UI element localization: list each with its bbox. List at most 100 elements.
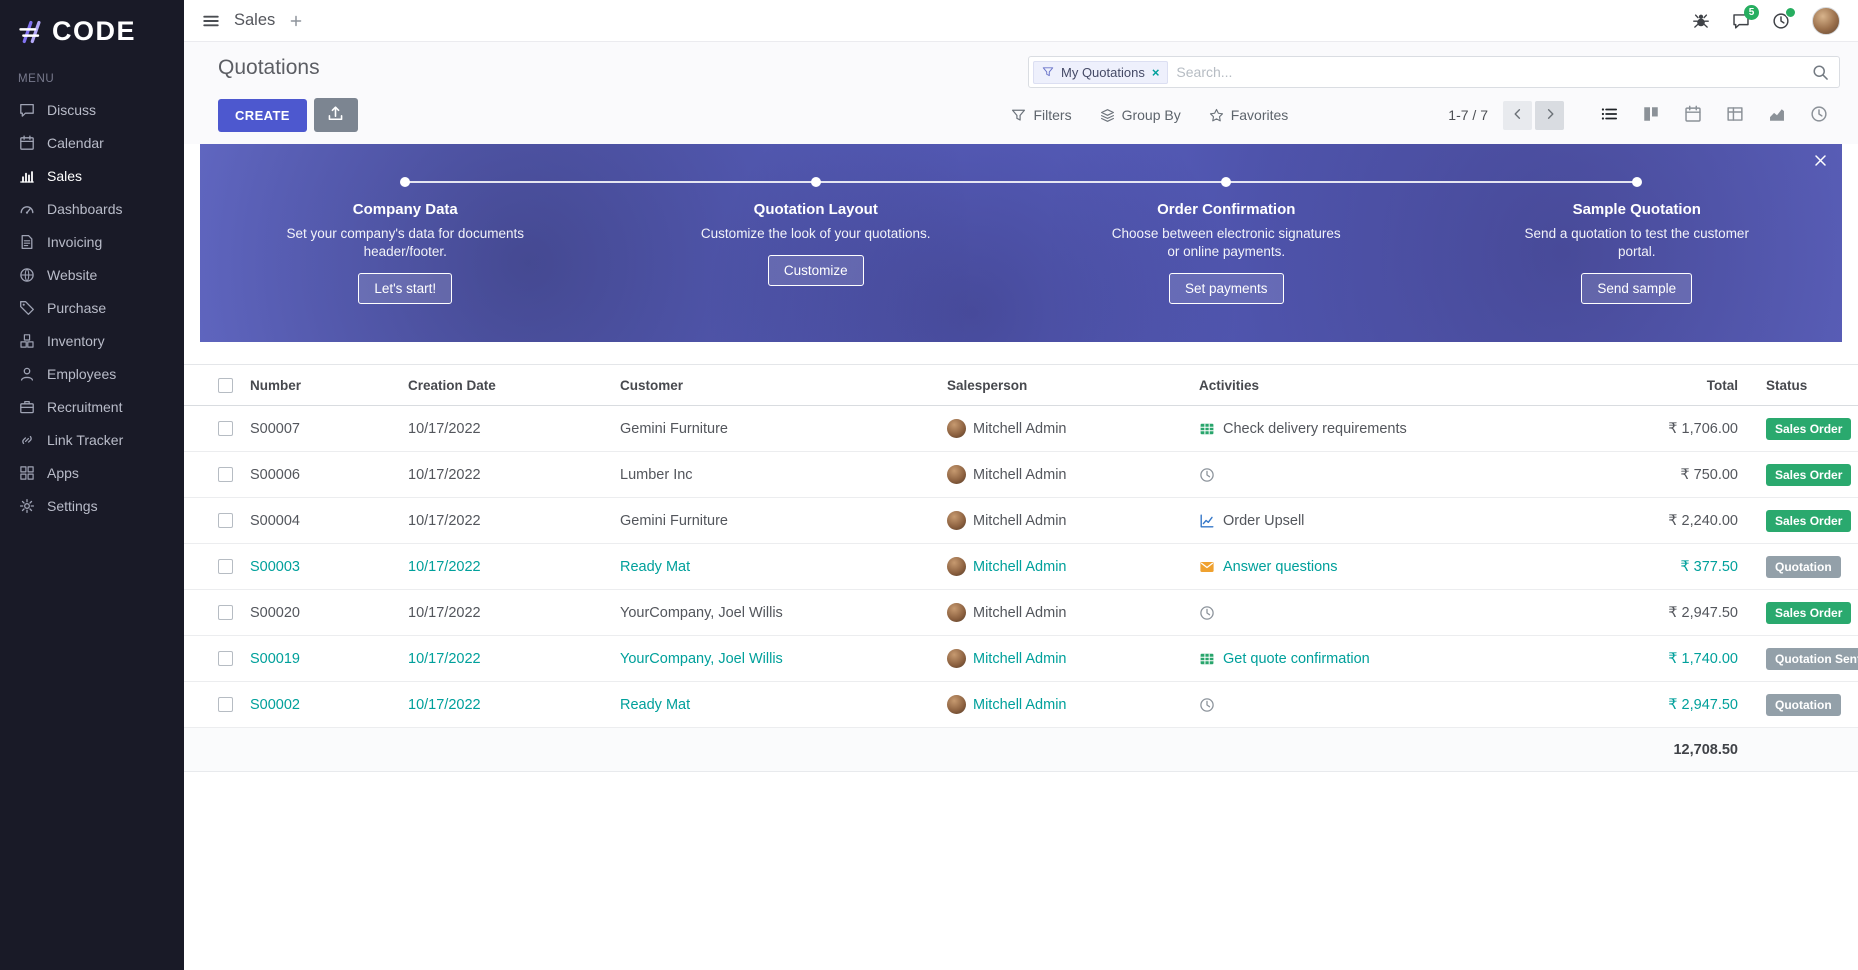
step-dot-icon	[400, 177, 411, 187]
sidebar-item-sales[interactable]: Sales	[0, 159, 184, 192]
table-footer: 12,708.50	[184, 728, 1858, 772]
search-input[interactable]	[1176, 64, 1804, 80]
search-facet[interactable]: My Quotations ×	[1033, 60, 1169, 84]
clock-icon	[1199, 467, 1215, 483]
activities-button[interactable]	[1772, 6, 1796, 30]
view-graph-button[interactable]	[1756, 100, 1798, 130]
table-row[interactable]: S00007 10/17/2022 Gemini Furniture Mitchell…	[184, 406, 1858, 452]
view-list-button[interactable]	[1588, 100, 1630, 130]
header-activities[interactable]: Activities	[1199, 377, 1260, 393]
step-action-button[interactable]: Customize	[767, 254, 864, 286]
row-activity[interactable]	[1199, 467, 1626, 483]
row-checkbox[interactable]	[218, 697, 233, 712]
sidebar-item-link-tracker[interactable]: Link Tracker	[0, 423, 184, 456]
layers-icon	[1100, 108, 1115, 123]
favorites-button[interactable]: Favorites	[1209, 107, 1288, 123]
row-number[interactable]: S00020	[250, 604, 300, 621]
row-checkbox[interactable]	[218, 513, 233, 528]
header-customer[interactable]: Customer	[620, 377, 684, 393]
table-row[interactable]: S00020 10/17/2022 YourCompany, Joel Willis…	[184, 590, 1858, 636]
view-kanban-button[interactable]	[1630, 100, 1672, 130]
row-activity[interactable]	[1199, 605, 1626, 621]
row-activity[interactable]: Get quote confirmation	[1199, 651, 1626, 667]
steps-line	[405, 181, 1637, 183]
sidebar-item-label: Inventory	[47, 332, 105, 349]
salesperson-avatar	[947, 465, 966, 484]
facet-remove-icon[interactable]: ×	[1151, 64, 1160, 80]
step-action-button[interactable]: Set payments	[1168, 272, 1284, 304]
view-activity-button[interactable]	[1798, 100, 1840, 130]
row-number[interactable]: S00002	[250, 696, 300, 713]
sidebar-item-website[interactable]: Website	[0, 258, 184, 291]
view-pivot-button[interactable]	[1714, 100, 1756, 130]
search-bar[interactable]: My Quotations ×	[1028, 56, 1840, 88]
view-calendar-button[interactable]	[1672, 100, 1714, 130]
step-dot-icon	[1221, 177, 1232, 187]
step-action-button[interactable]: Send sample	[1581, 272, 1693, 304]
step-title: Company Data	[352, 201, 458, 218]
row-activity[interactable]: Answer questions	[1199, 559, 1626, 575]
sidebar-item-invoicing[interactable]: Invoicing	[0, 225, 184, 258]
header-status[interactable]: Status	[1766, 377, 1808, 393]
row-salesperson: Mitchell Admin	[947, 511, 1199, 530]
messages-button[interactable]: 5	[1732, 4, 1759, 30]
messages-badge: 5	[1744, 4, 1759, 20]
row-checkbox[interactable]	[218, 605, 233, 620]
table-row[interactable]: S00003 10/17/2022 Ready Mat Mitchell Admin A…	[184, 544, 1858, 590]
menu-toggle-icon[interactable]	[202, 12, 220, 30]
pivot-view-icon	[1726, 105, 1744, 126]
sidebar-item-label: Dashboards	[47, 200, 123, 217]
header-salesperson[interactable]: Salesperson	[947, 377, 1028, 393]
sidebar-item-purchase[interactable]: Purchase	[0, 291, 184, 324]
sidebar-item-employees[interactable]: Employees	[0, 357, 184, 390]
main-area: Sales 5 Quotations	[184, 0, 1858, 970]
row-activity[interactable]: Order Upsell	[1199, 513, 1626, 529]
row-number[interactable]: S00006	[250, 466, 300, 483]
row-salesperson: Mitchell Admin	[947, 465, 1199, 484]
table-row[interactable]: S00002 10/17/2022 Ready Mat Mitchell Admin ₹…	[184, 682, 1858, 728]
header-total[interactable]: Total	[1706, 377, 1738, 393]
search-icon[interactable]	[1812, 64, 1829, 81]
sidebar-item-recruitment[interactable]: Recruitment	[0, 390, 184, 423]
row-checkbox[interactable]	[218, 559, 233, 574]
table-row[interactable]: S00006 10/17/2022 Lumber Inc Mitchell Admin…	[184, 452, 1858, 498]
sidebar-item-discuss[interactable]: Discuss	[0, 93, 184, 126]
table-row[interactable]: S00004 10/17/2022 Gemini Furniture Mitchell…	[184, 498, 1858, 544]
plus-icon[interactable]	[289, 14, 303, 28]
export-button[interactable]	[313, 98, 358, 132]
row-customer: Ready Mat	[620, 558, 691, 575]
app-logo[interactable]: CODE	[0, 0, 184, 59]
row-checkbox[interactable]	[218, 421, 233, 436]
sidebar-item-calendar[interactable]: Calendar	[0, 126, 184, 159]
row-checkbox[interactable]	[218, 651, 233, 666]
step-title: Quotation Layout	[753, 201, 878, 218]
row-number[interactable]: S00007	[250, 420, 300, 437]
debug-button[interactable]	[1692, 12, 1710, 30]
pager-next-button[interactable]	[1535, 100, 1564, 130]
filters-button[interactable]: Filters	[1011, 107, 1072, 123]
select-all-checkbox[interactable]	[218, 377, 233, 393]
row-checkbox[interactable]	[218, 467, 233, 482]
sidebar-item-settings[interactable]: Settings	[0, 489, 184, 522]
table-row[interactable]: S00019 10/17/2022 YourCompany, Joel Willis…	[184, 636, 1858, 682]
close-banner-icon[interactable]	[1813, 153, 1828, 168]
sidebar-item-inventory[interactable]: Inventory	[0, 324, 184, 357]
row-number[interactable]: S00003	[250, 558, 300, 575]
header-number[interactable]: Number	[250, 377, 302, 393]
row-activity[interactable]: Check delivery requirements	[1199, 421, 1626, 437]
group-by-button[interactable]: Group By	[1100, 107, 1181, 123]
sidebar-item-apps[interactable]: Apps	[0, 456, 184, 489]
export-icon	[327, 105, 344, 125]
current-app-name[interactable]: Sales	[234, 11, 276, 29]
pager-previous-button[interactable]	[1503, 100, 1532, 130]
sidebar-item-label: Sales	[47, 167, 83, 184]
user-avatar[interactable]	[1812, 6, 1840, 35]
sidebar-item-dashboards[interactable]: Dashboards	[0, 192, 184, 225]
row-activity[interactable]	[1199, 697, 1626, 713]
row-number[interactable]: S00004	[250, 512, 300, 529]
header-creation-date[interactable]: Creation Date	[408, 377, 496, 393]
step-action-button[interactable]: Let's start!	[358, 272, 453, 304]
sidebar-nav: Discuss Calendar Sales Dashboards Invoicing W…	[0, 93, 184, 522]
row-number[interactable]: S00019	[250, 650, 300, 667]
create-button[interactable]: CREATE	[218, 98, 307, 132]
